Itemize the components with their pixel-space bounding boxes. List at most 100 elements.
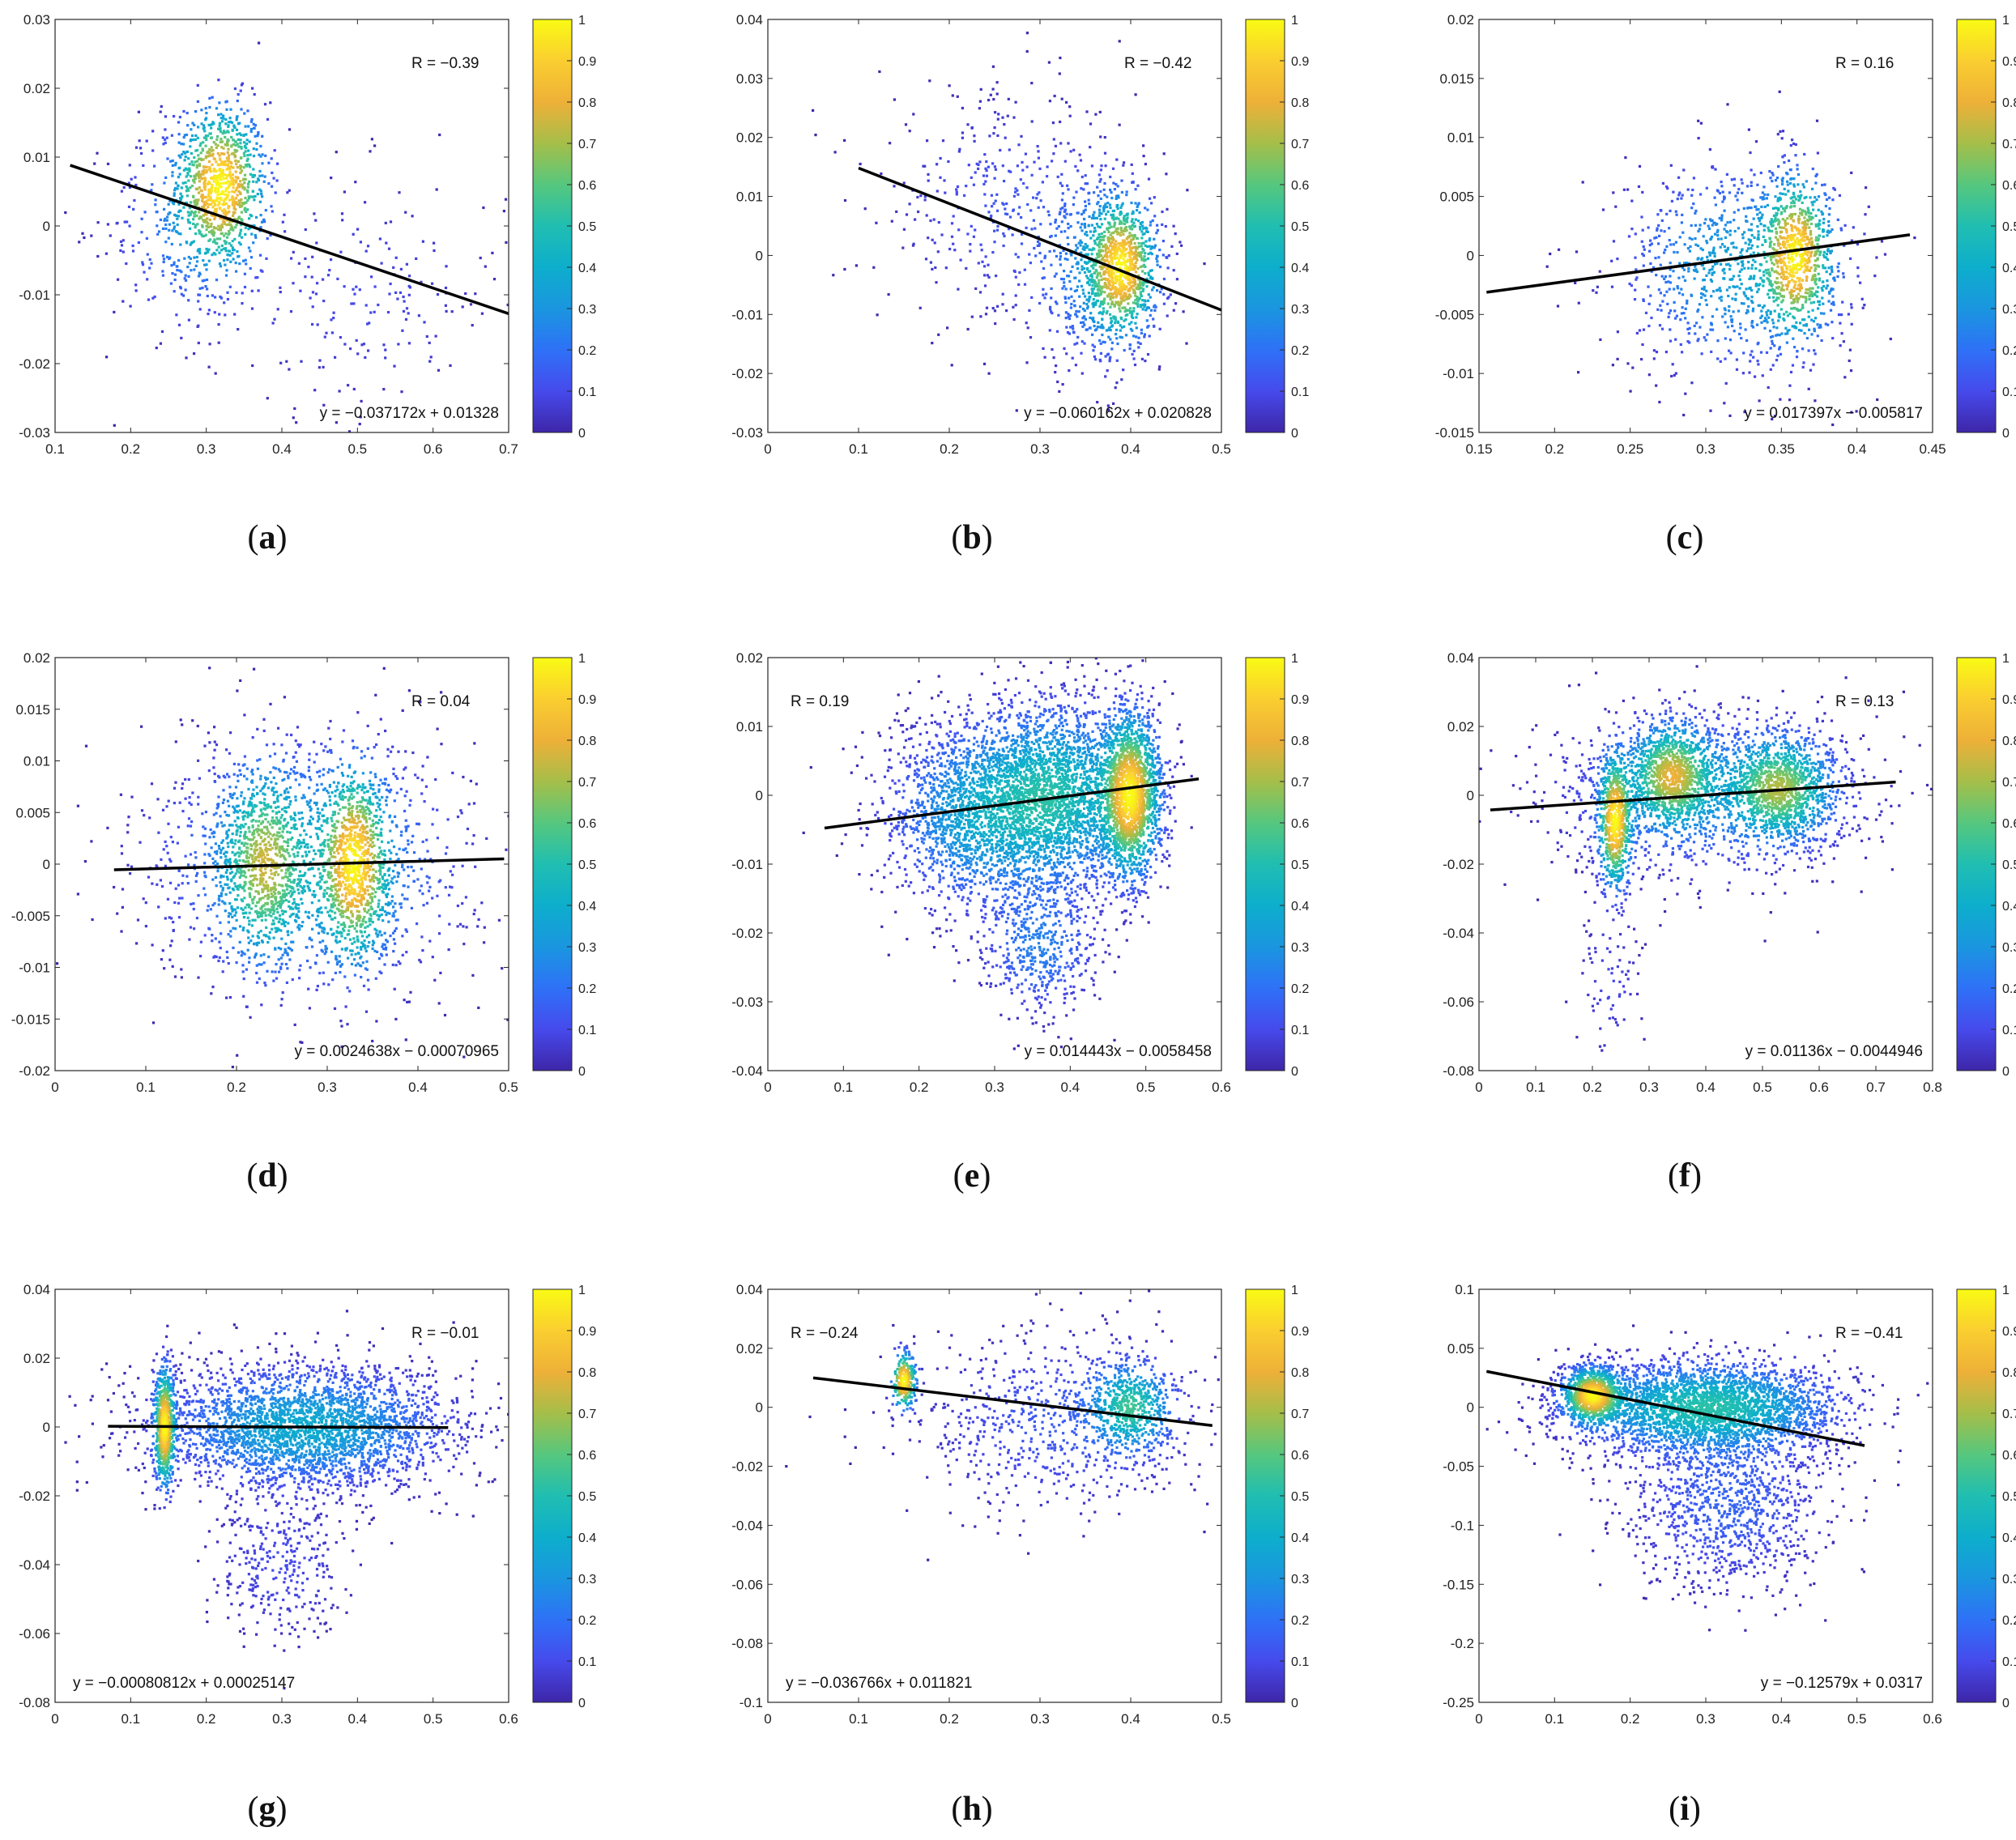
scatter-point <box>208 741 211 744</box>
scatter-point <box>950 235 954 238</box>
scatter-point <box>177 215 180 218</box>
scatter-point <box>1077 310 1080 313</box>
scatter-point <box>215 179 220 182</box>
scatter-point <box>276 162 279 165</box>
scatter-point <box>1750 247 1753 250</box>
scatter-point <box>1108 283 1111 287</box>
scatter-point <box>989 216 992 219</box>
regression-line <box>1486 233 1911 294</box>
scatter-point <box>1090 253 1093 256</box>
scatter-point <box>1817 239 1820 242</box>
scatter-point <box>1843 244 1846 247</box>
scatter-point <box>1792 280 1796 283</box>
scatter-point <box>121 250 125 253</box>
scatter-point <box>1721 243 1724 246</box>
scatter-point <box>173 262 176 266</box>
scatter-point <box>171 164 174 167</box>
scatter-point <box>1822 266 1825 270</box>
scatter-point <box>322 300 326 303</box>
scatter-point <box>1093 242 1097 245</box>
scatter-point <box>1055 272 1058 275</box>
scatter-point <box>224 242 228 245</box>
scatter-point <box>1660 209 1663 212</box>
x-tick-label: 0.15 <box>1465 441 1492 457</box>
scatter-point <box>177 258 181 262</box>
scatter-point <box>1074 364 1077 367</box>
scatter-point <box>237 183 240 186</box>
scatter-point <box>1001 303 1004 306</box>
scatter-point <box>1704 299 1707 302</box>
scatter-point <box>1789 144 1792 147</box>
scatter-point <box>1680 312 1683 315</box>
scatter-point <box>1771 253 1775 257</box>
scatter-point <box>323 335 326 339</box>
scatter-point <box>183 134 186 137</box>
scatter-point <box>1140 258 1144 261</box>
scatter-point <box>245 164 249 168</box>
scatter-point <box>228 154 231 157</box>
scatter-point <box>1822 218 1826 221</box>
scatter-point <box>1770 255 1773 258</box>
scatter-point <box>1095 283 1098 286</box>
scatter-point <box>1876 398 1879 402</box>
scatter-point <box>1679 318 1682 322</box>
scatter-point <box>957 228 961 232</box>
scatter-point <box>1703 336 1706 339</box>
scatter-point <box>1106 245 1109 249</box>
scatter-point <box>1788 265 1792 268</box>
scatter-point <box>1711 328 1715 331</box>
scatter-point <box>1092 234 1095 237</box>
scatter-point <box>1840 332 1843 335</box>
scatter-point <box>224 193 228 196</box>
scatter-point <box>120 852 124 855</box>
scatter-point <box>1672 270 1675 273</box>
scatter-point <box>254 215 258 219</box>
scatter-point <box>1806 253 1809 257</box>
scatter-point <box>1129 265 1132 268</box>
scatter-point <box>173 261 176 264</box>
scatter-point <box>995 209 999 212</box>
scatter-point <box>1775 359 1779 362</box>
scatter-point <box>1110 191 1113 194</box>
scatter-point <box>1813 200 1816 203</box>
scatter-point <box>1094 113 1098 116</box>
scatter-point <box>1089 236 1093 240</box>
scatter-point <box>192 164 195 167</box>
scatter-point <box>178 166 181 169</box>
scatter-point <box>1753 236 1756 239</box>
scatter-point <box>1629 390 1632 393</box>
scatter-point <box>1107 287 1110 290</box>
scatter-point <box>506 1018 509 1021</box>
scatter-point <box>1814 181 1818 185</box>
scatter-point <box>230 135 233 138</box>
scatter-point <box>207 731 210 735</box>
scatter-point <box>135 942 139 945</box>
scatter-point <box>1120 326 1123 329</box>
scatter-point <box>1801 226 1805 229</box>
colorbar-tick-label: 0 <box>578 427 586 441</box>
scatter-point <box>1017 143 1021 147</box>
scatter-point <box>502 210 505 213</box>
scatter-point <box>168 228 171 232</box>
scatter-point <box>1085 182 1089 185</box>
scatter-point <box>1809 211 1813 215</box>
scatter-point <box>1796 219 1800 222</box>
colorbar-tick-label: 0.3 <box>1291 303 1309 317</box>
scatter-point <box>1136 219 1140 223</box>
scatter-point <box>1112 315 1115 318</box>
scatter-point <box>1083 270 1087 274</box>
scatter-point <box>1779 258 1783 261</box>
scatter-point <box>1794 226 1797 229</box>
scatter-point <box>1114 290 1117 293</box>
scatter-point <box>237 122 240 126</box>
scatter-point <box>1741 236 1745 240</box>
scatter-point <box>1808 241 1811 245</box>
scatter-point <box>403 300 406 303</box>
scatter-point <box>1831 270 1834 274</box>
scatter-point <box>1789 245 1792 248</box>
scatter-point <box>251 175 254 178</box>
scatter-point <box>1139 228 1142 231</box>
scatter-point <box>226 174 229 177</box>
scatter-point <box>1678 262 1681 265</box>
scatter-point <box>983 284 987 288</box>
